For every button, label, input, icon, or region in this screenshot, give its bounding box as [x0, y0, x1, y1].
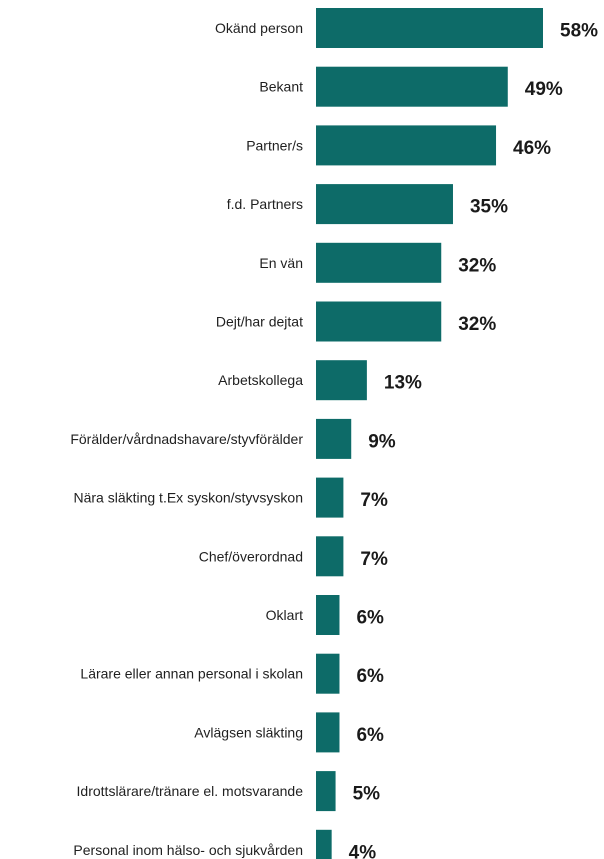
bar	[316, 536, 344, 577]
bar	[316, 771, 336, 812]
bar	[316, 360, 367, 401]
category-label: Förälder/vårdnadshavare/styvförälder	[70, 431, 303, 447]
bar	[316, 477, 344, 518]
category-label: Avlägsen släkting	[194, 724, 303, 740]
bar	[316, 653, 340, 694]
value-label: 4%	[349, 842, 377, 859]
bar	[316, 301, 442, 342]
category-label: Chef/överordnad	[199, 548, 303, 564]
category-label: Oklart	[266, 607, 303, 623]
value-label: 7%	[360, 490, 388, 511]
category-label: Dejt/har dejtat	[216, 314, 303, 330]
value-label: 7%	[360, 549, 388, 570]
bar	[316, 418, 352, 459]
bar	[316, 595, 340, 635]
value-label: 32%	[458, 255, 496, 276]
bar	[316, 712, 340, 753]
value-label: 58%	[560, 21, 598, 42]
category-label: f.d. Partners	[227, 196, 303, 212]
bar	[316, 829, 332, 859]
bar	[316, 242, 442, 283]
category-label: Idrottslärare/tränare el. motsvarande	[77, 783, 304, 799]
category-label: Partner/s	[246, 137, 303, 153]
category-label: Bekant	[259, 79, 303, 95]
category-label: Nära släkting t.Ex syskon/styvsyskon	[73, 490, 303, 506]
value-label: 32%	[458, 314, 496, 335]
bar	[316, 66, 508, 107]
value-label: 35%	[470, 197, 508, 218]
value-label: 46%	[513, 138, 551, 159]
category-label: En vän	[259, 255, 303, 271]
value-label: 9%	[368, 431, 396, 452]
value-label: 6%	[356, 608, 384, 629]
value-label: 6%	[356, 666, 384, 687]
category-label: Okänd person	[215, 20, 303, 36]
value-label: 5%	[353, 784, 381, 805]
bar	[316, 184, 453, 225]
bar	[316, 8, 543, 48]
bar	[316, 125, 497, 166]
category-label: Personal inom hälso- och sjukvården	[73, 842, 303, 858]
value-label: 13%	[384, 373, 422, 394]
category-label: Lärare eller annan personal i skolan	[80, 666, 303, 682]
value-label: 6%	[356, 725, 384, 746]
value-label: 49%	[525, 79, 563, 100]
category-label: Arbetskollega	[218, 372, 303, 388]
